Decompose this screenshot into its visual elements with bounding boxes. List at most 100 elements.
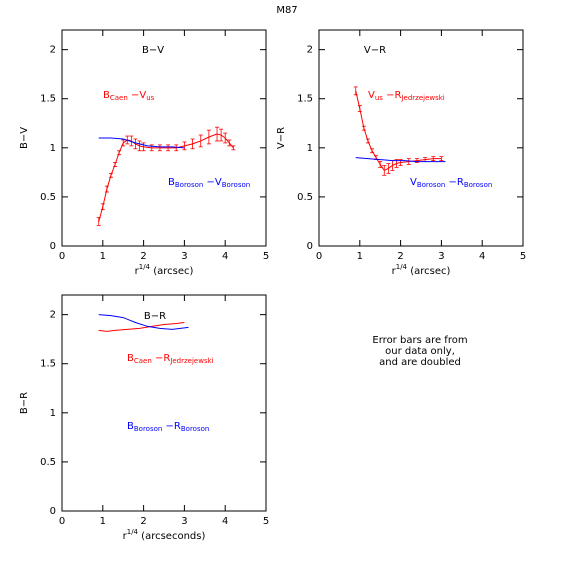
x-axis-label-part: r	[135, 266, 140, 277]
x-axis-label: r1/4 (arcsec)	[135, 263, 194, 277]
y-tick-label: 0	[50, 506, 56, 517]
legend-entry-part: Boroson	[464, 181, 492, 189]
error-bar	[382, 165, 387, 176]
error-bar	[141, 142, 146, 152]
y-tick-label: 2	[307, 45, 313, 56]
error-bar	[104, 185, 109, 193]
legend-entry: BCaen −RJedrzejewski	[127, 353, 214, 365]
error-bar	[137, 140, 142, 152]
error-bar	[231, 145, 236, 151]
legend-entry-part: Boroson	[417, 181, 445, 189]
y-tick-label: 1.5	[40, 359, 56, 370]
y-axis-label: B−V	[19, 127, 30, 149]
y-tick-label: 2	[50, 310, 56, 321]
y-tick-label: 1.5	[40, 94, 56, 105]
legend-entry-part: Boroson	[134, 425, 162, 433]
error-bar	[357, 105, 362, 112]
error-bar	[406, 158, 411, 165]
error-bar	[198, 134, 203, 148]
error-bar	[166, 144, 171, 152]
note-line: our data only,	[385, 346, 455, 357]
plot-frame	[61, 294, 267, 512]
legend-entry: Vus −RJedrzejewski	[368, 90, 445, 102]
error-bar	[386, 163, 391, 174]
x-axis-label-part: 1/4	[396, 263, 408, 271]
x-tick-label: 2	[140, 516, 146, 527]
error-bar	[117, 150, 122, 156]
series-line	[98, 321, 185, 332]
y-tick-label: 2	[50, 45, 56, 56]
legend-entry: BBoroson −VBoroson	[168, 177, 250, 189]
error-bar	[219, 128, 224, 142]
error-bar	[431, 156, 436, 161]
legend-entry-part: V	[410, 177, 417, 188]
y-tick-label: 1.5	[297, 94, 313, 105]
x-axis-label-part: r	[392, 266, 397, 277]
error-bar	[378, 161, 383, 168]
x-tick-label: 3	[181, 516, 187, 527]
plot-frame	[61, 29, 267, 247]
legend-entry-part: B	[168, 177, 175, 188]
legend-entry-part: Boroson	[175, 181, 203, 189]
x-axis-label-part: (arcsec)	[407, 266, 450, 277]
error-bar	[439, 156, 444, 161]
legend-entry-part: us	[146, 94, 154, 102]
x-tick-label: 5	[520, 251, 526, 262]
y-tick-label: 1	[50, 143, 56, 154]
x-tick-label: 4	[479, 251, 485, 262]
x-axis-label-part: 1/4	[127, 528, 139, 536]
note-line: and are doubled	[379, 357, 461, 368]
error-bar	[223, 132, 228, 144]
y-axis-label: V−R	[276, 127, 287, 149]
plot-frame	[318, 29, 524, 247]
error-bar	[96, 217, 101, 226]
panel-title: B−R	[144, 311, 166, 322]
legend-entry-part: B	[127, 421, 134, 432]
x-tick-label: 4	[222, 251, 228, 262]
error-bar	[365, 138, 370, 144]
y-tick-label: 0	[50, 241, 56, 252]
legend-entry-part: Caen	[110, 94, 128, 102]
x-tick-label: 5	[263, 516, 269, 527]
panel-title: B−V	[142, 45, 164, 56]
x-tick-label: 1	[100, 251, 106, 262]
x-tick-label: 4	[222, 516, 228, 527]
x-tick-label: 5	[263, 251, 269, 262]
note-line: Error bars are from	[372, 335, 467, 346]
x-tick-label: 0	[59, 516, 65, 527]
panel-title: V−R	[364, 45, 386, 56]
x-tick-label: 2	[140, 251, 146, 262]
legend-entry-part: −R	[152, 353, 171, 364]
x-tick-label: 3	[181, 251, 187, 262]
legend-entry-part: −R	[445, 177, 464, 188]
x-tick-label: 2	[397, 251, 403, 262]
figure-title: M87	[276, 5, 297, 16]
series-line	[98, 137, 185, 149]
legend-entry-part: B	[103, 90, 110, 101]
x-axis-label-part: r	[123, 531, 128, 542]
legend-entry-part: −R	[383, 90, 402, 101]
legend-entry-part: V	[368, 90, 375, 101]
error-bar	[361, 125, 366, 131]
legend-entry-part: −V	[203, 177, 222, 188]
legend-entry-part: Boroson	[181, 425, 209, 433]
legend-entry-part: B	[127, 353, 134, 364]
error-bar	[121, 139, 126, 147]
error-bar	[174, 144, 179, 152]
legend-entry-part: Boroson	[222, 181, 250, 189]
error-bar	[182, 141, 187, 151]
error-bar	[353, 86, 358, 96]
legend-entry-part: Caen	[134, 357, 152, 365]
y-tick-label: 0	[307, 241, 313, 252]
x-axis-label: r1/4 (arcsec)	[392, 263, 451, 277]
legend-entry-part: Jedrzejewski	[169, 357, 213, 365]
y-tick-label: 1	[307, 143, 313, 154]
y-axis-label: B−R	[19, 392, 30, 414]
legend-entry-part: us	[375, 94, 383, 102]
error-bar	[108, 172, 113, 178]
error-bar	[370, 148, 375, 154]
y-tick-label: 0.5	[40, 192, 56, 203]
legend-entry-part: −V	[128, 90, 147, 101]
error-bar	[157, 144, 162, 152]
